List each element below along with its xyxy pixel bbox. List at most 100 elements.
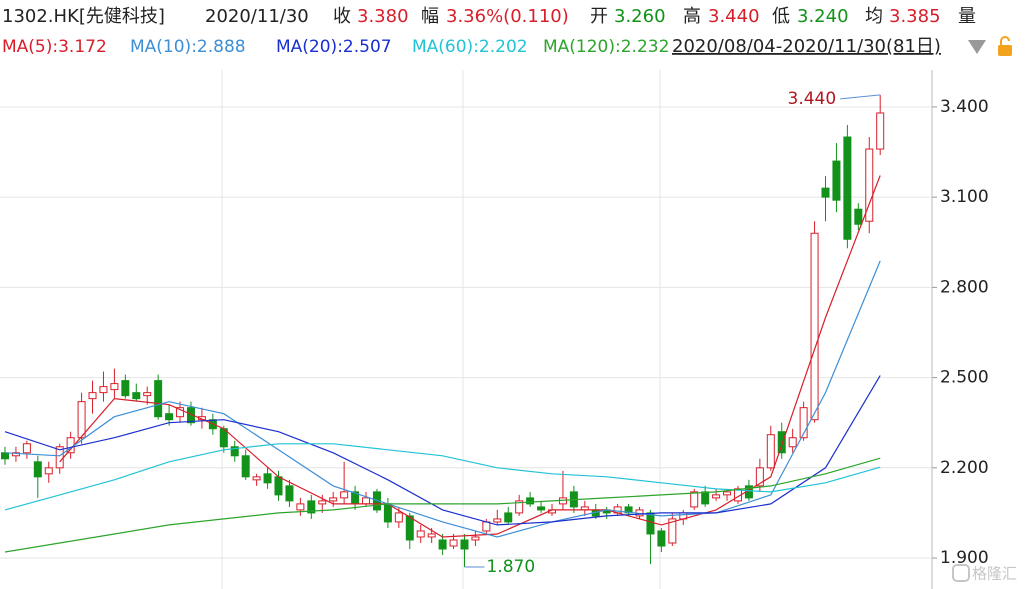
candle-body	[624, 506, 633, 514]
candle-body	[33, 461, 42, 478]
candle-body	[110, 383, 119, 391]
candle-body	[876, 112, 885, 150]
field-value: 3.385	[889, 6, 941, 27]
date: 2020/11/30	[205, 6, 309, 27]
field-label: 低	[772, 6, 790, 27]
date-range[interactable]: 2020/08/04-2020/11/30(81日)	[672, 36, 941, 57]
candle-body	[88, 392, 97, 400]
y-tick-label: 3.100	[940, 187, 989, 207]
y-tick-label: 2.200	[940, 458, 989, 478]
candle-body	[460, 539, 469, 550]
candle-body	[340, 491, 349, 499]
candle-body	[66, 437, 75, 454]
ma-line	[59, 175, 881, 538]
candle-body	[154, 380, 163, 418]
candle-body	[865, 148, 874, 222]
candle-body	[843, 136, 852, 240]
field-label: 收	[333, 6, 351, 27]
candle-body	[121, 380, 130, 397]
candle-body	[504, 512, 513, 523]
field-label: 高	[683, 6, 701, 27]
candle-body	[318, 500, 327, 505]
lock-icon[interactable]	[998, 36, 1012, 56]
y-tick-label: 3.400	[940, 97, 989, 117]
legend-entry: MA(20):2.507	[276, 37, 392, 57]
y-tick-label: 1.900	[940, 548, 989, 568]
annotation-label: 3.440	[788, 89, 837, 109]
candle-body	[383, 503, 392, 523]
plot: 1.900 2.200 2.500 2.800 3.100 3.400 3.440 1.870	[0, 89, 989, 577]
candle-body	[690, 491, 699, 508]
field-value: 3.36%(0.110)	[446, 6, 569, 27]
y-tick-label: 2.800	[940, 277, 989, 297]
candle-body	[646, 512, 655, 535]
candle-body	[821, 187, 830, 198]
candle-body	[723, 491, 732, 496]
candle-body	[668, 518, 677, 544]
watermark: 格隆汇	[952, 564, 1017, 583]
candle-body	[854, 208, 863, 225]
field-label: 均	[865, 6, 883, 27]
candle-body	[230, 446, 239, 457]
candle-body	[329, 497, 338, 502]
legend-entry: MA(60):2.202	[412, 37, 528, 57]
watermark-text: 格隆汇	[972, 565, 1017, 583]
ma-line	[4, 457, 881, 553]
ma-line	[4, 260, 881, 538]
field-label: 开	[590, 6, 608, 27]
candle-body	[482, 521, 491, 532]
candle-body	[449, 539, 458, 547]
candle-body	[1, 452, 9, 460]
candle-body	[657, 530, 666, 547]
candle-body	[394, 512, 403, 523]
candle-body	[274, 476, 283, 496]
symbol: 1302.HK[先健科技]	[2, 6, 165, 27]
candle-body	[405, 515, 414, 541]
field-value: 3.380	[357, 6, 409, 27]
candle-body	[77, 401, 86, 439]
candle-body	[799, 407, 808, 439]
candle-body	[832, 160, 841, 201]
candle-body	[701, 491, 710, 505]
candle-body	[777, 431, 786, 454]
annotation-label: 1.870	[486, 557, 535, 577]
candle-body	[241, 455, 250, 478]
candle-body	[252, 476, 261, 481]
candle-body	[515, 500, 524, 514]
volume-label: 量	[958, 6, 976, 27]
header: 1302.HK[先健科技] 2020/11/30 收 3.380 幅 3.36%…	[2, 6, 1012, 57]
candle-body	[755, 467, 764, 487]
candle-body	[22, 443, 31, 454]
y-tick-label: 2.500	[940, 368, 989, 388]
candle-body	[537, 506, 546, 511]
legend-entry: MA(120):2.232	[543, 37, 669, 57]
candle-body	[493, 518, 502, 523]
candle-body	[143, 392, 152, 397]
candle-body	[307, 500, 316, 514]
candle-body	[165, 413, 174, 421]
candle-body	[526, 497, 535, 505]
candle-body	[438, 539, 447, 550]
field-value: 3.260	[614, 6, 666, 27]
candle-body	[427, 533, 436, 538]
candle-body	[263, 473, 272, 484]
month-separators	[221, 70, 661, 589]
annotation-line	[840, 94, 881, 100]
candle-body	[471, 536, 480, 541]
candle-body	[788, 437, 797, 448]
legend-entry: MA(10):2.888	[130, 37, 246, 57]
candle-body	[44, 467, 53, 475]
field-value: 3.240	[797, 6, 849, 27]
legend-entry: MA(5):3.172	[2, 37, 107, 57]
ma-line	[4, 375, 881, 526]
candle-body	[99, 386, 108, 394]
candle-body	[712, 494, 721, 499]
candle-body	[132, 392, 141, 400]
dropdown-arrow[interactable]	[968, 40, 986, 54]
candle-body	[416, 530, 425, 538]
candle-body	[362, 497, 371, 505]
candle-body	[296, 503, 305, 511]
field-value: 3.440	[708, 6, 760, 27]
candle-body	[810, 232, 819, 421]
